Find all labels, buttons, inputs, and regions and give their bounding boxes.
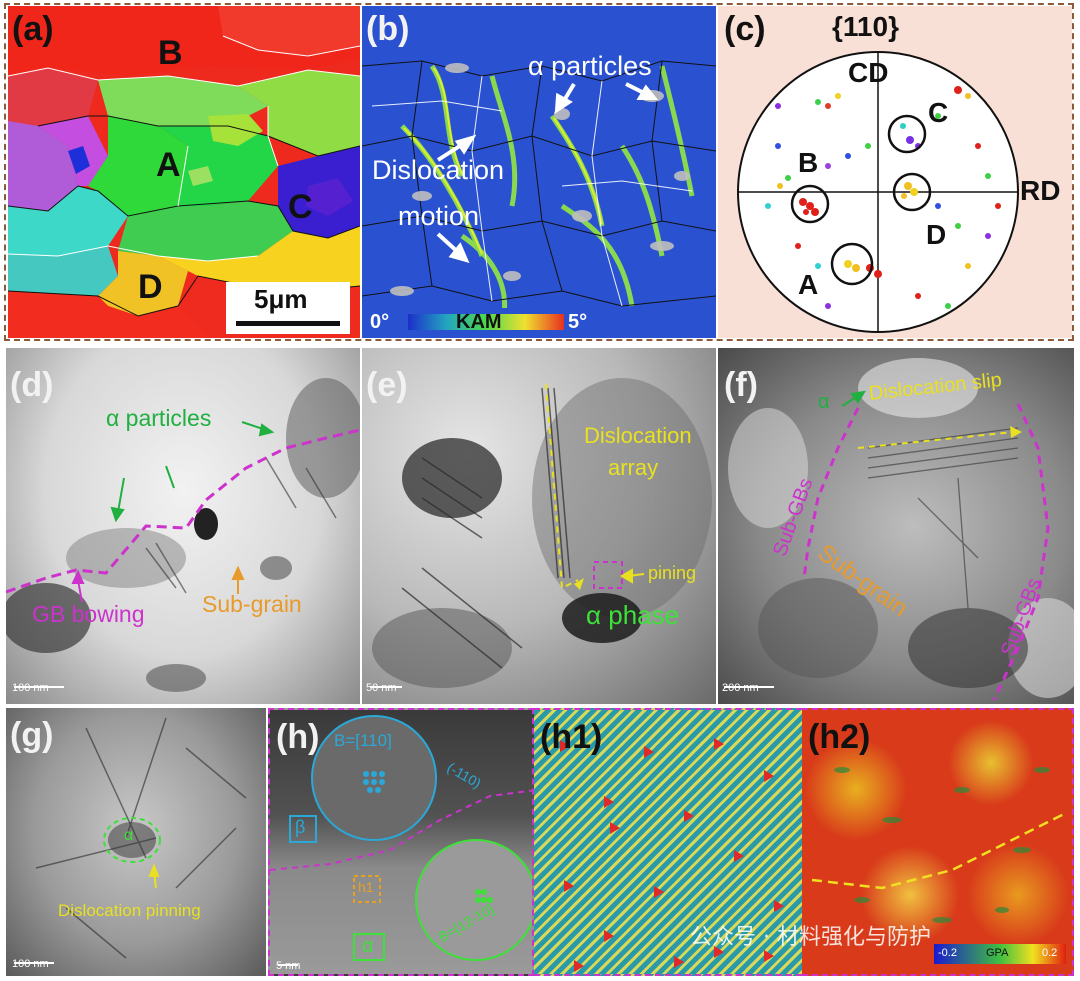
motion-annotation: motion (398, 201, 480, 231)
panel-h1-graphic (560, 738, 784, 972)
panel-h2-gpa-map: (h2) -0.2 GPA 0.2 (802, 708, 1074, 976)
panel-h-scalebar: 5 nm (276, 960, 301, 972)
sub-grain-annotation-d: Sub-grain (202, 591, 302, 617)
panel-a-label: (a) (12, 10, 54, 48)
pole-label-d: D (926, 219, 947, 250)
alpha-particles-annotation-d: α particles (106, 405, 212, 431)
pole-figure-title: {110} (832, 11, 899, 42)
panel-e-scalebar: 50 nm (366, 682, 397, 694)
array-annotation: array (608, 455, 659, 480)
pole-figure-graphic (737, 51, 1019, 333)
pole-label-a: A (798, 269, 819, 300)
panel-b-label: (b) (366, 10, 410, 48)
panel-h-label: (h) (276, 718, 320, 756)
panel-h1-fringe-map: (h1) (534, 708, 802, 976)
alpha-phase-annotation-h: α (362, 935, 374, 957)
panel-f-tem-image: (f) α Dislocation slip Sub-GBs Sub-grain… (718, 348, 1074, 704)
pole-label-c: C (928, 97, 949, 128)
panel-g-tem-image: (g) α Dislocation pinning 100 nm (6, 708, 266, 976)
beta-zone-axis-annotation: B=[110] (334, 731, 392, 750)
panel-f-label: (f) (724, 366, 758, 404)
axis-label-cd: CD (848, 57, 889, 88)
h1-box-annotation: h1 (358, 879, 374, 895)
panel-d-graphic (6, 378, 360, 692)
panel-e-tem-image: (e) Dislocation array pining α phase 50 … (362, 348, 716, 704)
kam-max-label: 5° (568, 311, 588, 333)
panel-c-pole-figure: (c) {110} CD RD C B D A (718, 6, 1072, 338)
panel-h2-graphic (811, 767, 1066, 964)
panel-g-scalebar: 100 nm (12, 958, 49, 970)
gpa-max-label: 0.2 (1042, 947, 1058, 959)
gb-bowing-annotation: GB bowing (32, 601, 145, 627)
panel-g-label: (g) (10, 716, 54, 754)
grain-label-d: D (138, 268, 163, 306)
alpha-annotation-g: α (124, 827, 134, 844)
dislocation-array-annotation: Dislocation (584, 423, 692, 448)
panel-h-hrtem-image: (h) B=[110] (-110) β h1 α B=[12-10] 5 nm (268, 708, 534, 976)
pining-annotation: pining (648, 563, 697, 583)
panel-e-label: (e) (366, 366, 408, 404)
grain-label-c: C (288, 188, 313, 226)
alpha-phase-annotation: α phase (586, 600, 680, 630)
alpha-annotation-f: α (818, 391, 830, 413)
grain-label-a: A (156, 146, 181, 184)
kam-min-label: 0° (370, 311, 390, 333)
panel-h1-label: (h1) (540, 718, 603, 756)
panel-a-ebsd-map: (a) B A C D 5μm (8, 6, 360, 338)
panel-d-label: (d) (10, 366, 54, 404)
panel-d-tem-image: (d) α particles GB bowing Sub-grain 100 … (6, 348, 360, 704)
scalebar-line (236, 321, 340, 326)
grain-label-b: B (158, 34, 183, 72)
dislocation-annotation: Dislocation (372, 155, 505, 185)
panel-d-scalebar: 100 nm (12, 682, 49, 694)
panel-g-graphic (14, 717, 247, 964)
alpha-particles-annotation: α particles (528, 51, 652, 81)
pole-label-b: B (798, 147, 819, 178)
panel-e-graphic (370, 378, 712, 688)
panel-h-graphic (270, 715, 532, 966)
gpa-colorbar (934, 944, 1066, 964)
kam-colorbar (408, 314, 564, 330)
panel-b-kam-map: (b) α particles Dislocation motion 0° KA… (362, 6, 716, 338)
scalebar-label: 5μm (254, 284, 308, 314)
gpa-min-label: -0.2 (938, 947, 957, 959)
kam-title-label: KAM (456, 311, 502, 333)
dislocation-pinning-annotation: Dislocation pinning (58, 901, 201, 920)
panel-f-graphic (724, 358, 1074, 701)
panel-f-scalebar: 200 nm (722, 682, 759, 694)
kam-map-graphic (362, 60, 716, 338)
gpa-title-label: GPA (986, 947, 1009, 959)
axis-label-rd: RD (1020, 175, 1061, 206)
panel-h2-label: (h2) (808, 718, 871, 756)
watermark-text: 公众号 · 材料强化与防护 (690, 925, 931, 950)
beta-phase-annotation: β (295, 817, 306, 837)
panel-c-label: (c) (724, 10, 766, 48)
